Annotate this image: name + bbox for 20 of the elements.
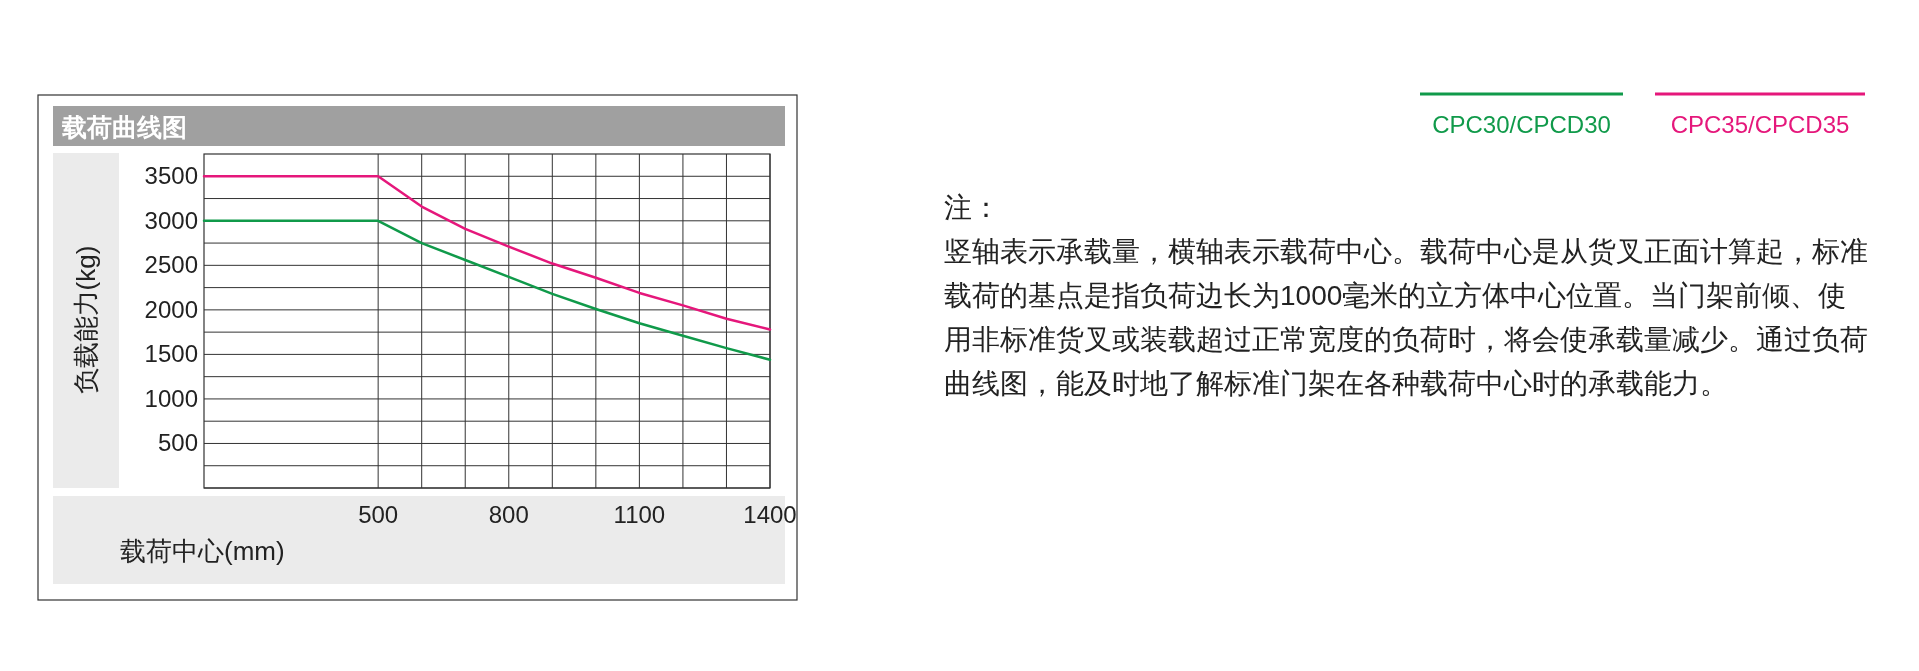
text: 竖轴表示承载量，横轴表示载荷中心。载荷中心是从货叉正面计算起，标准载荷的基点是指负荷边长为1000毫米的立方体中心位置。当门架前倾、使用非标准货叉或装载超过正常宽度的负荷时，将会使承载量减少。通过负荷曲线图，能及时地了解标准门架在各种载荷中心时的承载能力。	[944, 235, 1869, 401]
y-tick-label: 1500	[144, 340, 198, 368]
y-tick-label: 1000	[144, 384, 198, 412]
x-tick-label: 800	[488, 501, 529, 528]
y-tick-label: 3000	[144, 206, 198, 234]
text: CPC35/CPCD35	[1670, 111, 1850, 138]
y-tick-label: 2000	[144, 295, 198, 323]
line-series	[202, 219, 772, 361]
x-tick-label: 1400	[743, 501, 797, 528]
text: CPC30/CPCD30	[1432, 111, 1611, 138]
x-tick-label: 1100	[613, 501, 666, 528]
chart-title: 载荷曲线图	[61, 113, 187, 141]
y-tick-label: 500	[157, 429, 198, 457]
y-axis-title: 负载能力(kg)	[71, 245, 101, 395]
text: 注：	[944, 191, 1001, 225]
y-tick-label: 2500	[144, 251, 198, 279]
x-tick-label: 500	[358, 501, 399, 528]
x-axis-title: 载荷中心(mm)	[120, 536, 285, 566]
y-tick-label: 3500	[144, 162, 198, 190]
line-series	[202, 175, 772, 331]
